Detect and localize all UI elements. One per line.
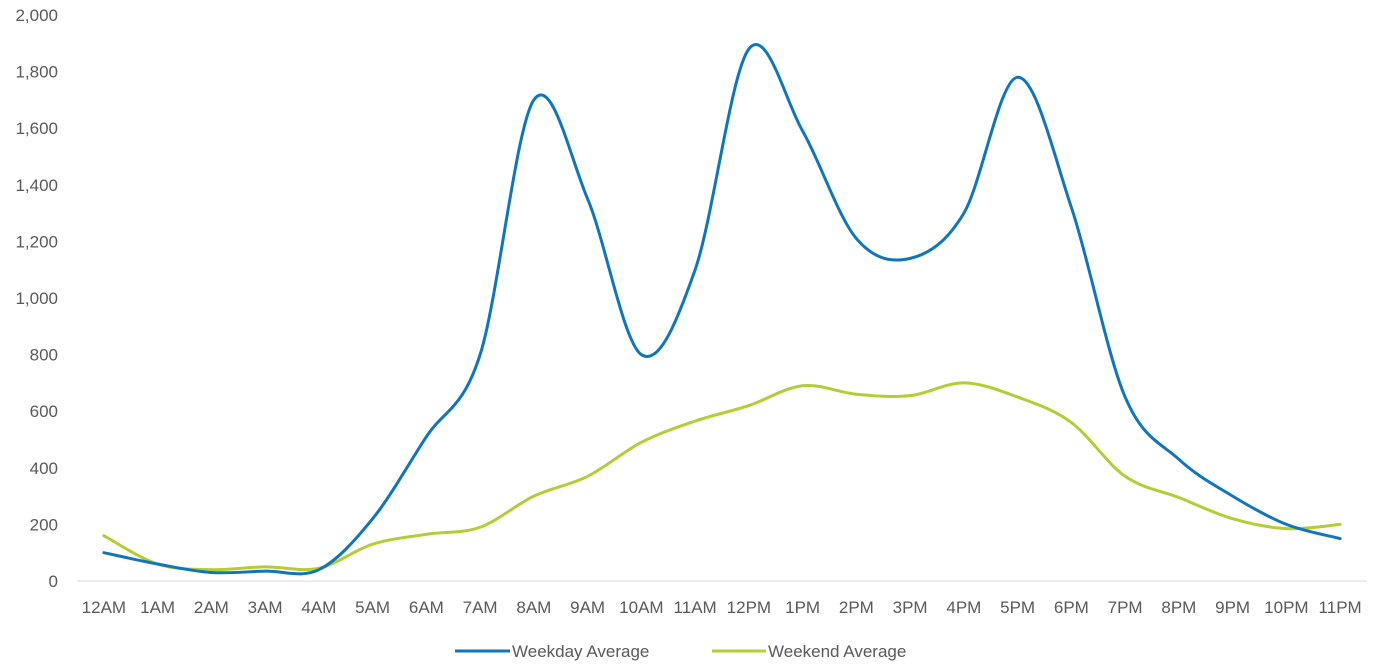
x-tick-label: 5PM [1000, 598, 1035, 617]
legend-label-weekday-average: Weekday Average [512, 642, 649, 661]
x-tick-label: 6AM [409, 598, 444, 617]
y-tick-label: 1,200 [15, 232, 58, 251]
y-axis-tick-labels: 0 200 400 600 800 1,000 1,200 1,400 1,600 1,800 2,… [15, 6, 58, 591]
series-lines [102, 43, 1342, 576]
y-tick-label: 2,000 [15, 6, 58, 25]
series-line-weekday-average [102, 43, 1342, 576]
x-tick-label: 2AM [194, 598, 229, 617]
x-tick-label: 9PM [1215, 598, 1250, 617]
x-tick-label: 12AM [82, 598, 126, 617]
x-tick-label: 1AM [140, 598, 175, 617]
y-tick-label: 400 [30, 459, 58, 478]
x-tick-label: 5AM [355, 598, 390, 617]
legend-label-weekend-average: Weekend Average [768, 642, 906, 661]
legend: Weekday Average Weekend Average [455, 642, 906, 661]
x-tick-label: 3AM [248, 598, 283, 617]
x-tick-label: 4AM [301, 598, 336, 617]
x-tick-label: 1PM [785, 598, 820, 617]
x-tick-label: 2PM [839, 598, 874, 617]
x-tick-label: 7AM [463, 598, 498, 617]
x-tick-label: 12PM [727, 598, 771, 617]
y-tick-label: 1,600 [15, 119, 58, 138]
y-tick-label: 800 [30, 346, 58, 365]
x-tick-label: 4PM [946, 598, 981, 617]
x-tick-label: 7PM [1108, 598, 1143, 617]
x-axis-tick-labels: 12AM 1AM 2AM 3AM 4AM 5AM 6AM 7AM 8AM 9AM 10AM 11AM 1… [82, 598, 1362, 617]
y-tick-label: 1,000 [15, 289, 58, 308]
x-tick-label: 8PM [1161, 598, 1196, 617]
x-tick-label: 6PM [1054, 598, 1089, 617]
x-tick-label: 11AM [674, 598, 717, 617]
x-tick-label: 8AM [516, 598, 551, 617]
y-tick-label: 0 [49, 572, 58, 591]
y-tick-label: 200 [30, 515, 58, 534]
x-tick-label: 10AM [619, 598, 663, 617]
series-line-weekend-average [102, 381, 1342, 572]
x-tick-label: 11PM [1319, 598, 1362, 617]
y-tick-label: 600 [30, 402, 58, 421]
x-tick-label: 9AM [570, 598, 605, 617]
x-tick-label: 10PM [1264, 598, 1308, 617]
y-tick-label: 1,400 [15, 176, 58, 195]
x-tick-label: 3PM [893, 598, 928, 617]
y-tick-label: 1,800 [15, 63, 58, 82]
